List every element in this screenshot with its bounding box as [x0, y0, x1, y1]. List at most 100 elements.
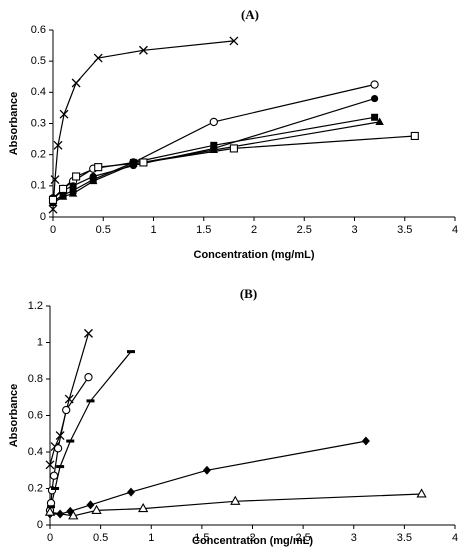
panel-a-series-4-line	[52, 116, 375, 202]
panel-a-series-6-point	[410, 131, 419, 141]
panel-b-series-2-point	[53, 444, 63, 453]
panel-b-series-3-point	[86, 399, 95, 403]
panel-a-series-6-point	[72, 172, 81, 181]
panel-a-x-tick-label: 1.5	[196, 224, 211, 236]
panel-b-y-tick-label: 1.2	[28, 300, 43, 312]
panel-a-x-tick-label: 3	[351, 224, 357, 236]
panel-b-series-1-point	[64, 394, 74, 404]
panel-a-series-6-point	[139, 158, 148, 167]
panel-a-y-axis-label: Absorbance	[8, 92, 20, 156]
panel-a-series-1-point	[48, 204, 58, 214]
panel-b-series-5-point	[138, 502, 149, 513]
panel-b-series-2-point	[62, 405, 71, 415]
panel-b-series-1-point	[84, 328, 93, 338]
panel-a-x-tick-label: 0	[50, 224, 56, 236]
panel-b-x-tick-label: 4	[452, 532, 458, 544]
panel-a-series-1-point	[138, 45, 148, 55]
panel-b-series-5-point	[230, 495, 241, 505]
panel-b-series-5-point	[416, 488, 427, 498]
panel-b-x-tick-label: 0	[47, 532, 53, 544]
panel-b-series-2-point	[84, 373, 93, 382]
panel-b-y-tick-label: 1	[37, 336, 43, 348]
panel-b-x-tick-label: 3	[351, 532, 357, 544]
panel-b-x-tick-label: 1	[148, 532, 154, 544]
panel-a-y-tick-label: 0.4	[31, 86, 46, 98]
panel-a-series-6-point	[229, 144, 238, 153]
panel-b-y-tick-label: 0.4	[28, 446, 43, 458]
panel-a-series-5-line	[52, 121, 380, 204]
panel-a-series-5-point	[68, 189, 78, 197]
panel-b-series-2-point	[49, 471, 59, 480]
panel-a-series-1-point	[71, 78, 81, 88]
panel-b-series-4-point	[127, 487, 135, 497]
panel-b-x-tick-label: 3.5	[397, 532, 412, 544]
panel-a-x-tick-label: 2	[251, 224, 257, 236]
panel-a-series-4-point	[210, 141, 218, 149]
panel-b-series-5-point	[91, 504, 102, 514]
panel-b-x-tick-label: 0.5	[93, 532, 108, 544]
panel-b-series-1-point	[45, 460, 55, 470]
panel-a-series-1-line	[52, 40, 234, 210]
panel-b-series-3-point	[127, 350, 135, 354]
panel-a-x-axis-label: Concentration (mg/mL)	[194, 249, 315, 261]
panel-a-x-tick-label: 4	[452, 224, 458, 236]
panel-b-title: (B)	[240, 286, 257, 301]
panel-b-x-axis-label: Concentration (mg/mL)	[192, 535, 313, 547]
panel-a-series-1-point	[50, 175, 60, 185]
panel-a-series-5-point	[209, 145, 218, 153]
panel-a-series-5-point	[58, 192, 68, 200]
panel-b-series-4-point	[202, 465, 211, 475]
panel-b-series-4-point	[56, 509, 65, 519]
panel-a-x-tick-label: 1	[150, 224, 156, 236]
panel-b-series-3-point	[51, 487, 60, 490]
panel-a-y-tick-label: 0.3	[31, 117, 46, 129]
panel-b-ticks: 0 0.5 1 1.5 2 2.5 3 3.5 4 0 0.2 0.4 0.6 0.8 1 1.2	[28, 300, 458, 544]
panel-b-series-1-point	[55, 431, 65, 441]
panel-b-x-tick-label: 1.5	[194, 532, 209, 544]
panel-a-x-tick-label: 3.5	[397, 224, 412, 236]
panel-a-series-1-point	[53, 140, 63, 150]
panel-b-y-axis-label: Absorbance	[8, 384, 20, 448]
panel-a-series-5-point	[89, 176, 98, 185]
panel-a-series-2-line	[52, 83, 375, 199]
panel-b-series	[44, 328, 427, 520]
panel-a-series-5-point	[375, 117, 384, 125]
panel-b-x-tick-label: 2.5	[295, 532, 310, 544]
panel-a-series-5-point	[129, 159, 138, 168]
panel-a-series-3-point	[371, 94, 379, 103]
panel-a-series-6-point	[48, 195, 58, 204]
panel-b-x-tick-label: 2	[249, 532, 255, 544]
panel-a-series-6-point	[58, 184, 68, 193]
panel-a: (A) Absorbance Concentration (mg/mL) 0 0.…	[8, 7, 458, 261]
panel-a-y-tick-label: 0.1	[31, 180, 46, 192]
panel-b-y-tick-label: 0.8	[28, 373, 43, 385]
panel-a-y-tick-label: 0.6	[31, 24, 46, 36]
panel-b-series-5-point	[44, 506, 56, 516]
panel-a-y-tick-label: 0.2	[31, 149, 46, 161]
panel-a-series-1-point	[59, 109, 69, 119]
panel-a-series-4-point	[371, 113, 379, 121]
panel-a-ticks: 0 0.5 1 1.5 2 2.5 3 3.5 4 0 0.1 0.2 0.3 0.4 0.5 0.6	[31, 24, 458, 236]
panel-b-series-5-line	[49, 493, 422, 517]
panel-b-series-3-point	[56, 465, 65, 469]
panel-b-series-3-point	[47, 505, 56, 509]
panel-a-series	[48, 36, 419, 214]
panel-b: (B) Absorbance Concentration (mg/mL) 0 0.…	[8, 286, 458, 547]
panel-a-x-tick-label: 2.5	[297, 224, 312, 236]
panel-b-y-tick-label: 0.2	[28, 482, 43, 494]
panel-b-y-tick-label: 0	[37, 519, 43, 531]
panel-a-y-tick-label: 0.5	[31, 55, 46, 67]
panel-a-y-tick-label: 0	[40, 211, 46, 223]
panel-b-y-tick-label: 0.6	[28, 409, 43, 421]
panel-b-series-4-point	[361, 436, 370, 446]
panel-a-series-2-point	[209, 117, 218, 127]
panel-a-series-1-point	[93, 53, 103, 63]
panel-a-series-6-point	[94, 163, 103, 172]
panel-a-series-1-point	[229, 36, 239, 46]
panel-a-title: (A)	[241, 7, 259, 22]
panel-a-series-2-point	[370, 80, 379, 89]
panel-b-series-5-point	[68, 510, 79, 520]
panel-b-series-4-point	[86, 500, 95, 510]
panel-b-series-3-point	[66, 439, 75, 443]
